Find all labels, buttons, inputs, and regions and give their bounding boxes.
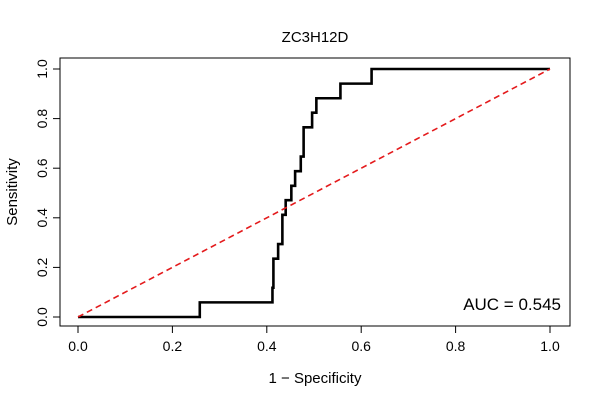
- axis-ticks: 0.0 0.2 0.4 0.6 0.8 1.0 0.0 0.2 0.4 0.6 0.8 1.0: [34, 59, 560, 354]
- x-tick-label: 0.0: [68, 338, 88, 354]
- y-tick-label: 0.4: [34, 208, 50, 228]
- y-tick-label: 0.2: [34, 257, 50, 277]
- chart-title: ZC3H12D: [282, 29, 349, 46]
- auc-annotation: AUC = 0.545: [463, 295, 561, 314]
- y-tick-label: 0.0: [34, 307, 50, 327]
- x-tick-label: 1.0: [540, 338, 560, 354]
- y-tick-label: 1.0: [34, 59, 50, 79]
- x-axis-label: 1 − Specificity: [269, 370, 362, 387]
- x-tick-label: 0.4: [257, 338, 277, 354]
- chance-diagonal-line: [77, 68, 551, 318]
- roc-curve-line: [78, 67, 550, 319]
- x-tick-label: 0.6: [351, 338, 371, 354]
- series-group: [77, 67, 551, 319]
- x-tick-label: 0.8: [446, 338, 466, 354]
- y-axis-label: Sensitivity: [4, 158, 21, 226]
- x-tick-label: 0.2: [163, 338, 183, 354]
- y-tick-label: 0.6: [34, 158, 50, 178]
- y-tick-label: 0.8: [34, 109, 50, 129]
- plot-frame: [59, 57, 571, 327]
